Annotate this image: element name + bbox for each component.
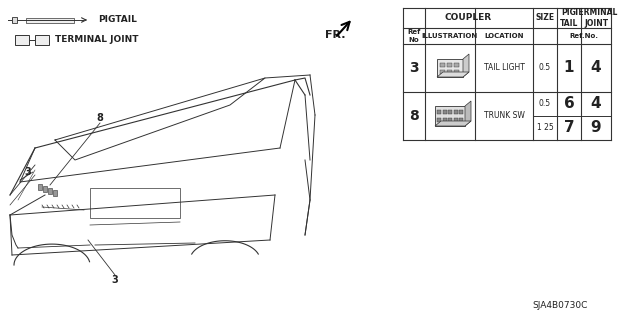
Text: Ref.No.: Ref.No.	[570, 33, 598, 39]
Bar	[447, 63, 452, 67]
Bar	[15, 35, 29, 45]
Text: ILLUSTRATION: ILLUSTRATION	[422, 33, 478, 39]
Bar	[437, 109, 441, 114]
Bar	[442, 117, 447, 122]
Text: 3: 3	[111, 275, 118, 285]
Bar	[459, 109, 463, 114]
Polygon shape	[437, 72, 469, 77]
Text: COUPLER: COUPLER	[444, 13, 492, 23]
Bar	[454, 109, 458, 114]
Text: 4: 4	[591, 61, 602, 76]
Bar	[43, 186, 47, 192]
Bar	[454, 70, 459, 74]
Bar	[26, 18, 74, 23]
Text: 7: 7	[564, 121, 574, 136]
Text: TRUNK SW: TRUNK SW	[484, 112, 524, 121]
Bar	[53, 190, 57, 196]
Bar	[35, 35, 49, 45]
Text: 0.5: 0.5	[539, 63, 551, 72]
Text: TERMINAL
JOINT: TERMINAL JOINT	[574, 8, 618, 28]
Bar	[437, 117, 441, 122]
Bar	[437, 59, 463, 77]
Text: Ref
No: Ref No	[408, 29, 420, 42]
Text: PIGTAIL: PIGTAIL	[98, 16, 137, 25]
Text: TERMINAL JOINT: TERMINAL JOINT	[55, 35, 138, 44]
Text: TAIL LIGHT: TAIL LIGHT	[484, 63, 524, 72]
Bar	[38, 184, 42, 190]
Bar	[435, 106, 465, 126]
Bar	[447, 70, 452, 74]
Bar	[90, 188, 180, 218]
Text: SIZE: SIZE	[536, 13, 555, 23]
Text: 6: 6	[564, 97, 574, 112]
Bar	[48, 188, 52, 194]
Text: 1 25: 1 25	[536, 123, 554, 132]
Bar	[454, 63, 459, 67]
Bar	[454, 117, 458, 122]
Text: 8: 8	[409, 109, 419, 123]
Bar	[448, 109, 452, 114]
Text: 9: 9	[591, 121, 602, 136]
Bar	[442, 109, 447, 114]
Bar	[440, 63, 445, 67]
Bar	[440, 70, 445, 74]
Text: PIG
TAIL: PIG TAIL	[560, 8, 578, 28]
Text: 3: 3	[409, 61, 419, 75]
Bar	[12, 17, 17, 23]
Bar	[459, 117, 463, 122]
Text: FR.: FR.	[325, 30, 346, 40]
Polygon shape	[435, 121, 471, 126]
Text: 1: 1	[564, 61, 574, 76]
Text: 3: 3	[24, 167, 31, 177]
Text: 4: 4	[591, 97, 602, 112]
Text: SJA4B0730C: SJA4B0730C	[532, 300, 588, 309]
Text: 0.5: 0.5	[539, 100, 551, 108]
Bar	[448, 117, 452, 122]
Polygon shape	[465, 101, 471, 126]
Polygon shape	[463, 54, 469, 77]
Text: LOCATION: LOCATION	[484, 33, 524, 39]
Text: 8: 8	[97, 113, 104, 123]
